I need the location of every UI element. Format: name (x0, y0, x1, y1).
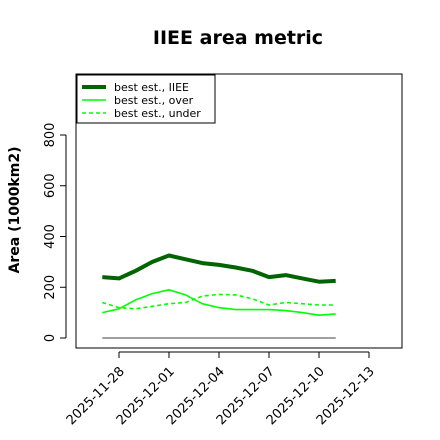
y-tick-label: 800 (43, 123, 58, 148)
y-axis: 0 200 400 600 800 (43, 123, 67, 342)
x-axis: 2025-11-282025-12-012025-12-042025-12-07… (64, 351, 378, 428)
series-line-0 (102, 253, 336, 284)
series-line-1 (102, 288, 336, 317)
series-layer (102, 253, 336, 339)
y-tick-label: 600 (43, 173, 58, 198)
legend-box (76, 74, 216, 124)
plot-frame (75, 73, 403, 349)
legend-label-0: best est., IIEE (114, 81, 189, 94)
y-tick-label: 400 (43, 224, 58, 249)
y-tick-label: 0 (43, 334, 58, 342)
series-line-2 (102, 293, 336, 310)
chart-title: IIEE area metric (153, 27, 323, 49)
legend-label-2: best est., under (114, 107, 201, 120)
y-tick-label: 200 (43, 275, 58, 300)
y-axis-label: Area (1000km2) (7, 147, 23, 274)
legend-label-1: best est., over (114, 94, 194, 107)
